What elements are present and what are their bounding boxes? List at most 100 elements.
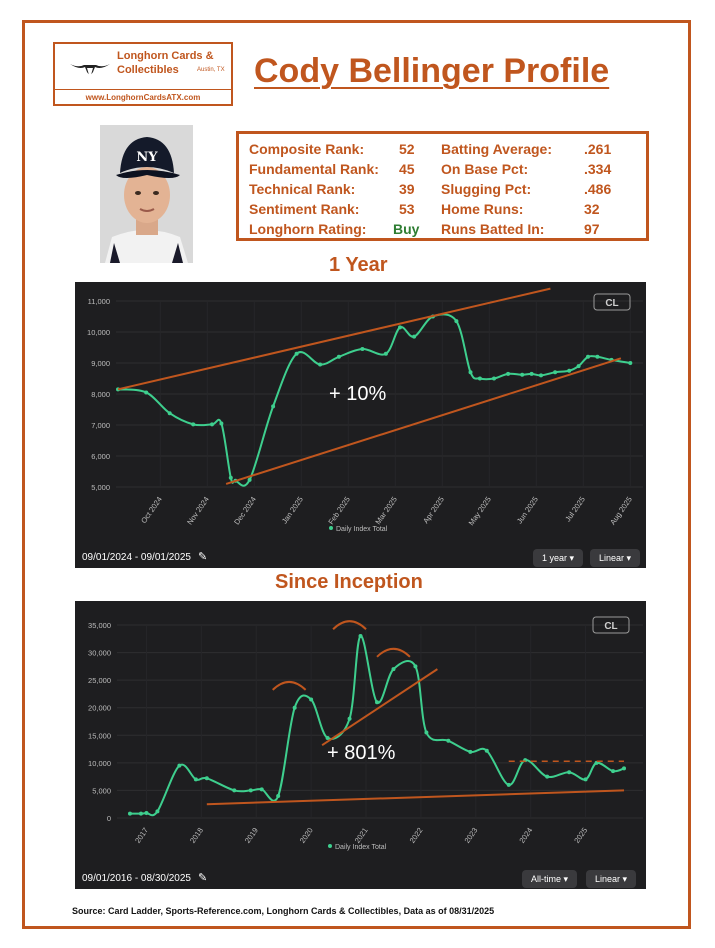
data-point — [484, 748, 489, 753]
y-tick-label: 5,000 — [91, 483, 110, 492]
chart-date-range: 09/01/2016 - 08/30/2025 — [82, 873, 191, 884]
data-point — [628, 361, 633, 365]
y-tick-label: 11,000 — [88, 297, 110, 306]
data-point — [412, 334, 417, 339]
logo-name-line2: Collectibles — [117, 64, 179, 76]
x-tick-label: Feb 2025 — [326, 495, 352, 526]
data-point — [336, 354, 341, 359]
chevron-down-icon: ▾ — [563, 874, 569, 884]
period-select[interactable]: All-time ▾ — [522, 870, 578, 888]
stat-value: .486 — [584, 181, 612, 197]
x-tick-label: Jun 2025 — [515, 495, 540, 525]
data-point — [138, 811, 143, 816]
data-point — [477, 376, 482, 381]
longhorn-rating-value: Buy — [393, 221, 420, 237]
legend-marker — [328, 844, 332, 848]
edit-pencil-icon[interactable]: ✎ — [198, 872, 208, 884]
chart-1-year: 5,000 6,000 7,000 8,000 9,000 10,000 11,000 Oct… — [75, 282, 646, 568]
y-tick-label: 35,000 — [88, 621, 111, 630]
peak-arc — [332, 620, 367, 630]
y-tick-label: 30,000 — [88, 649, 111, 658]
x-tick-label: Aug 2025 — [608, 495, 634, 526]
data-point — [292, 705, 297, 710]
data-point — [529, 371, 534, 376]
y-tick-label: 5,000 — [92, 786, 111, 795]
data-point — [576, 364, 581, 369]
trendline — [321, 668, 438, 747]
y-tick-label: 6,000 — [91, 452, 110, 461]
chart-date-range: 09/01/2024 - 09/01/2025 — [82, 552, 191, 563]
data-point — [259, 787, 264, 792]
chart-since-inception-svg: 0 5,000 10,000 15,000 20,000 25,000 30,000 35,0… — [88, 616, 643, 851]
stat-value: 45 — [399, 161, 415, 177]
trendline — [206, 789, 625, 806]
data-point — [567, 368, 572, 373]
trendline — [225, 357, 622, 485]
chevron-down-icon: ▾ — [622, 874, 628, 884]
data-point — [358, 634, 363, 639]
data-point — [219, 421, 224, 426]
peak-arc — [272, 680, 307, 691]
data-point — [204, 776, 209, 781]
x-tick-label: Apr 2025 — [421, 495, 446, 525]
period-select-label: 1 year — [542, 553, 568, 563]
stat-label: Home Runs: — [441, 201, 524, 217]
legend-label: Daily Index Total — [336, 526, 388, 533]
page-frame — [22, 20, 691, 929]
data-point — [583, 777, 588, 782]
scale-select-label: Linear — [595, 874, 621, 884]
y-tick-label: 7,000 — [91, 421, 110, 430]
data-point — [193, 777, 198, 782]
stat-value: .261 — [584, 141, 612, 157]
data-point — [611, 769, 616, 774]
peak-arc — [376, 647, 411, 658]
period-select-label: All-time — [531, 874, 562, 884]
stat-label: Fundamental Rank: — [249, 161, 379, 177]
data-point — [144, 390, 149, 395]
chevron-down-icon: ▾ — [626, 553, 632, 563]
stat-label: Longhorn Rating: — [249, 221, 367, 237]
period-select[interactable]: 1 year ▾ — [533, 549, 584, 567]
data-point — [325, 736, 330, 741]
scale-select[interactable]: Linear ▾ — [586, 870, 637, 888]
longhorn-icon — [70, 64, 110, 75]
x-tick-label: Oct 2024 — [139, 495, 164, 525]
y-tick-label: 15,000 — [88, 731, 111, 740]
player-photo: NY — [100, 125, 193, 263]
data-point — [210, 422, 214, 427]
data-point — [144, 811, 149, 816]
stat-label: Batting Average: — [441, 141, 552, 157]
stat-label: Runs Batted In: — [441, 221, 545, 237]
data-point — [586, 354, 590, 359]
chevron-down-icon: ▾ — [569, 553, 575, 563]
page-title: Cody Bellinger Profile — [254, 52, 610, 90]
data-point — [271, 404, 276, 409]
logo-url: www.LonghornCardsATX.com — [55, 89, 231, 102]
card-ladder-logo — [593, 293, 631, 311]
scale-select[interactable]: Linear ▾ — [590, 549, 641, 567]
y-tick-label: 25,000 — [88, 676, 111, 685]
card-ladder-logo — [592, 616, 630, 634]
x-tick-label: Jan 2025 — [280, 495, 305, 525]
stat-value: 32 — [584, 201, 600, 217]
x-tick-label: Mar 2025 — [373, 495, 399, 526]
data-point — [520, 372, 525, 377]
y-tick-label: 10,000 — [88, 759, 111, 768]
data-point — [424, 730, 429, 735]
x-tick-label: Nov 2024 — [185, 495, 211, 526]
chart-since-inception: 0 5,000 10,000 15,000 20,000 25,000 30,000 35,0… — [75, 601, 646, 889]
source-note: Source: Card Ladder, Sports-Reference.co… — [72, 906, 495, 916]
stat-value: 97 — [584, 221, 600, 237]
section-title-1-year: 1 Year — [329, 254, 388, 276]
logo-location: Austin, TX — [197, 67, 225, 73]
stat-value: .334 — [584, 161, 612, 177]
data-point — [127, 811, 132, 816]
trendline — [117, 287, 551, 391]
svg-text:NY: NY — [136, 150, 158, 165]
x-tick-label: 2018 — [188, 826, 205, 845]
x-tick-label: 2024 — [517, 826, 534, 845]
x-tick-label: Dec 2024 — [232, 495, 258, 526]
y-tick-label: 20,000 — [88, 704, 111, 713]
x-tick-label: Jul 2025 — [563, 495, 587, 523]
edit-pencil-icon[interactable]: ✎ — [198, 551, 208, 563]
